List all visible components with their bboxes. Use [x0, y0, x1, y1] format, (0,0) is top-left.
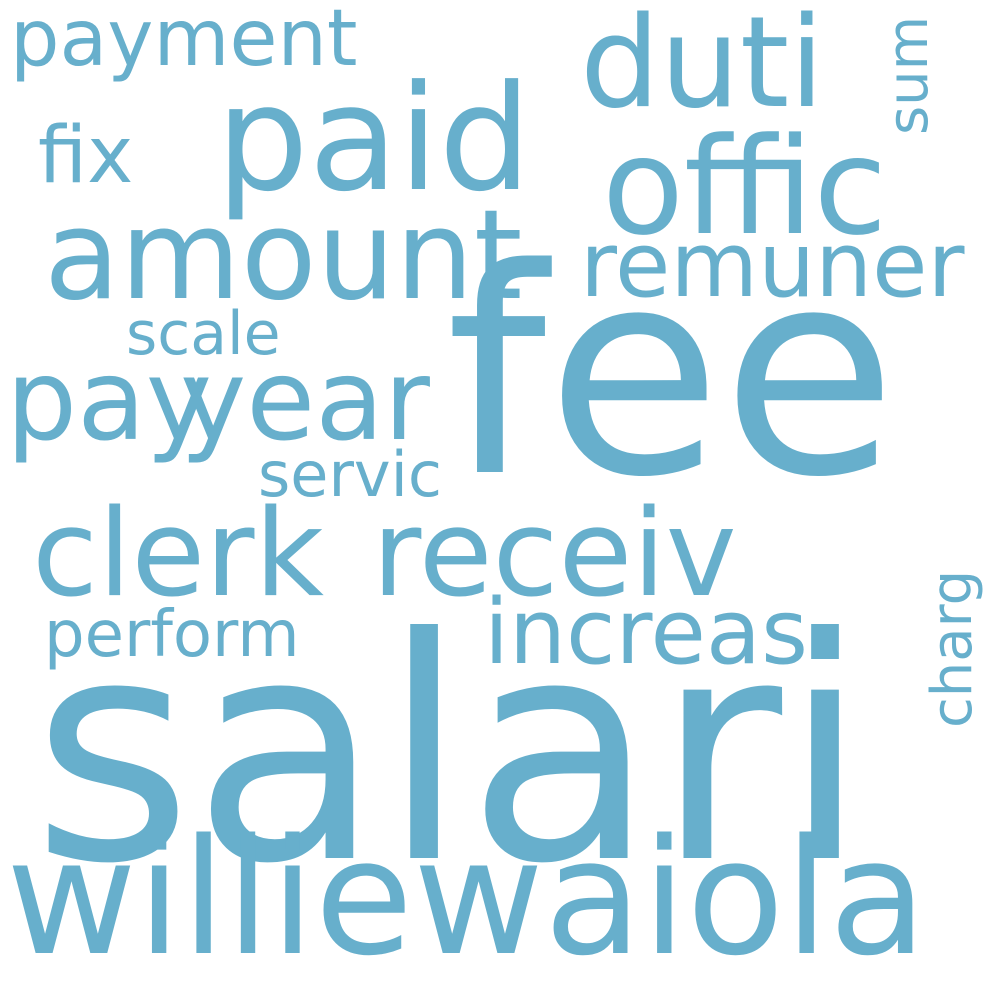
word-payment: payment — [10, 0, 358, 84]
word-fix: fix — [38, 111, 134, 201]
word-servic: servic — [258, 438, 442, 511]
word-pay: pay — [6, 336, 213, 466]
word-increas: increas — [484, 580, 808, 685]
word-clerk: clerk — [32, 485, 324, 624]
word-williewaiola: williewaiola — [6, 804, 927, 991]
word-duti: duti — [580, 0, 825, 136]
word-charg: charg — [920, 569, 985, 728]
word-perform: perform — [44, 598, 300, 672]
word-salari: salari — [32, 572, 868, 931]
word-scale: scale — [126, 299, 281, 369]
word-paid: paid — [216, 54, 532, 224]
word-remuner: remuner — [580, 213, 965, 318]
word-sum: sum — [876, 15, 941, 135]
word-offic: offic — [602, 109, 888, 265]
word-amount: amount — [44, 184, 523, 328]
word-receiv: receiv — [372, 485, 737, 624]
word-year: year — [180, 336, 430, 466]
word-fee: fee — [446, 208, 898, 540]
